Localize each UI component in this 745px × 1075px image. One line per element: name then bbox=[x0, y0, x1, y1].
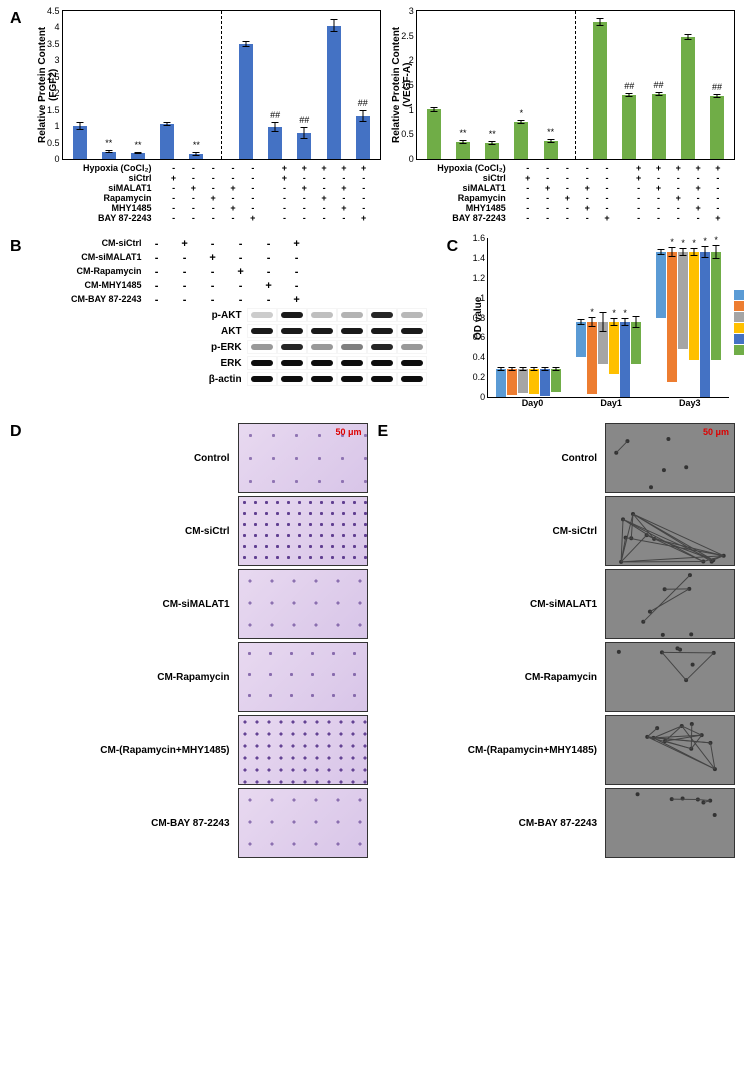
tube-image: 50 μm bbox=[605, 423, 735, 493]
panel-e-label: E bbox=[378, 423, 389, 858]
legend-item: CM-siCtrl bbox=[734, 301, 745, 311]
panel-c-wrap: OD value00.20.40.60.811.21.41.6********D… bbox=[473, 238, 745, 408]
od-legend: ControlCM-siCtrlCM-siMALAT1CM-RapamycinC… bbox=[734, 290, 745, 356]
migration-image bbox=[238, 715, 368, 785]
vegfa-chart: Relative Protein Content (VEGF-A)00.511.… bbox=[391, 10, 735, 223]
migration-panels: Control50 μmCM-siCtrlCM-siMALAT1CM-Rapam… bbox=[27, 423, 368, 858]
tube-image bbox=[605, 569, 735, 639]
legend-item: CM-siMALAT1 bbox=[734, 312, 745, 322]
migration-image: 50 μm bbox=[238, 423, 368, 493]
tube-image bbox=[605, 642, 735, 712]
od-chart: OD value00.20.40.60.811.21.41.6********D… bbox=[473, 238, 729, 408]
tube-image bbox=[605, 715, 735, 785]
tube-panels: Control50 μmCM-siCtrlCM-siMALAT1CM-Rapam… bbox=[393, 423, 735, 858]
legend-item: Control bbox=[734, 290, 745, 300]
tube-image bbox=[605, 496, 735, 566]
legend-item: CM-(siMALAT1+MHY1485) bbox=[734, 334, 745, 344]
western-blot: CM-siCtrl-+---+CM-siMALAT1--+---CM-Rapam… bbox=[37, 238, 427, 408]
panel-a-label: A bbox=[10, 10, 22, 223]
panel-b-label: B bbox=[10, 238, 22, 408]
migration-image bbox=[238, 642, 368, 712]
tube-image bbox=[605, 788, 735, 858]
panel-d-label: D bbox=[10, 423, 22, 858]
migration-image bbox=[238, 788, 368, 858]
legend-item: CM-BAY 87-2243 bbox=[734, 345, 745, 355]
migration-image bbox=[238, 496, 368, 566]
fgf2-chart: Relative Protein Content (FGF2)00.511.52… bbox=[37, 10, 381, 223]
panel-de-row: D Control50 μmCM-siCtrlCM-siMALAT1CM-Rap… bbox=[10, 423, 735, 858]
migration-image bbox=[238, 569, 368, 639]
panel-a-row: A Relative Protein Content (FGF2)00.511.… bbox=[10, 10, 735, 223]
legend-item: CM-Rapamycin bbox=[734, 323, 745, 333]
panel-c-label: C bbox=[447, 238, 459, 408]
panel-bc-row: B CM-siCtrl-+---+CM-siMALAT1--+---CM-Rap… bbox=[10, 238, 735, 408]
